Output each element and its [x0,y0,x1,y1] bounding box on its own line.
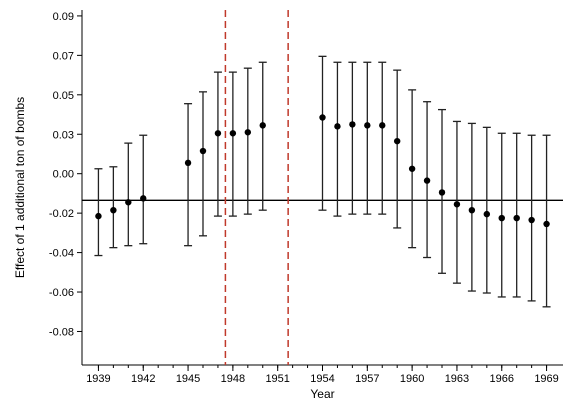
y-tick-label: -0.08 [49,326,74,338]
data-point [95,212,102,220]
data-point [468,206,476,214]
x-axis-title: Year [310,387,334,401]
x-axis-ticks: 1939 1942 1945 1948 1951 1954 1957 1960 1963 1966… [86,365,559,385]
x-tick-label: 1957 [355,373,379,385]
data-point [214,130,222,137]
x-tick-label: 1951 [265,373,289,385]
x-tick-label: 1939 [86,373,110,385]
x-tick-label: 1948 [221,373,245,385]
x-tick-label: 1942 [131,373,155,385]
data-point [259,122,266,129]
y-tick-label: 0.03 [53,129,74,141]
y-axis-title: Effect of 1 additional ton of bombs [13,97,27,278]
data-point [513,214,520,222]
data-point [140,195,147,202]
y-tick-label: 0.00 [53,169,74,181]
data-point [244,129,252,136]
y-tick-label: -0.04 [49,248,74,260]
data-point [110,206,117,214]
x-tick-label: 1954 [310,373,334,385]
data-point [423,177,431,184]
x-tick-label: 1966 [490,373,514,385]
x-tick-label: 1960 [400,373,424,385]
data-point [408,165,416,172]
data-point [319,114,326,121]
y-axis-ticks: 0.09 0.07 0.05 0.03 0.00 -0.02 -0.04 -0.06 -0.08 [49,11,82,338]
data-point [543,220,550,228]
data-point [125,199,132,206]
y-tick-label: -0.02 [49,208,74,220]
data-point [364,122,371,129]
data-point [379,122,386,129]
y-tick-label: 0.07 [53,50,74,62]
x-tick-label: 1969 [534,373,558,385]
data-point [199,147,207,155]
data-point [393,137,401,145]
x-tick-label: 1963 [445,373,469,385]
data-point [498,214,505,222]
error-bars [94,55,551,308]
y-tick-label: -0.06 [49,287,74,299]
data-point [349,121,356,128]
data-point [229,130,237,137]
data-points [95,114,550,228]
data-point [184,159,192,167]
data-point [483,210,491,218]
data-point [334,123,341,130]
y-tick-label: 0.09 [53,11,74,23]
vertical-reference-lines [224,10,289,365]
data-point [438,189,446,196]
data-point [453,201,461,208]
x-tick-label: 1945 [176,373,200,385]
data-point [528,216,535,224]
y-tick-label: 0.05 [53,90,74,102]
